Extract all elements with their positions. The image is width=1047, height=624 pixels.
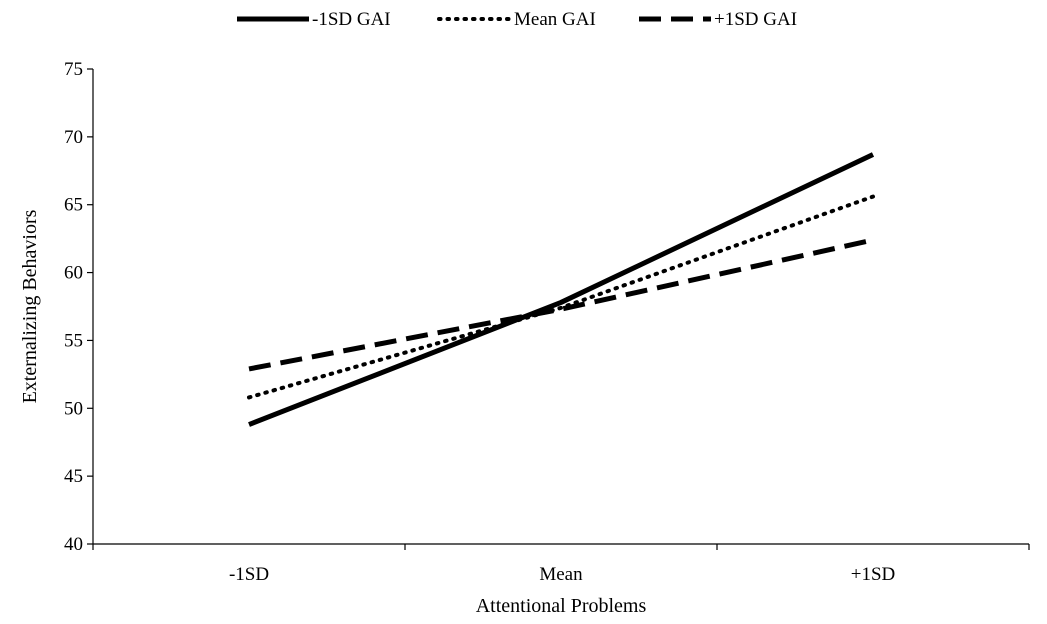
legend-label: -1SD GAI — [312, 9, 391, 30]
y-tick-label: 45 — [64, 466, 83, 487]
series-line — [248, 152, 875, 427]
y-tick-label: 70 — [64, 127, 83, 148]
y-tick-label: 65 — [64, 195, 83, 216]
y-tick-label: 55 — [64, 330, 83, 351]
series-line — [248, 237, 874, 372]
y-tick-label: 60 — [64, 263, 83, 284]
x-tick-label: Mean — [539, 564, 583, 585]
y-axis: 40 45 50 55 60 65 70 75 — [64, 59, 94, 555]
x-tick-label: -1SD — [229, 564, 269, 585]
y-axis-title: Externalizing Behaviors — [19, 209, 41, 403]
x-tick-label: +1SD — [851, 564, 896, 585]
series-layer — [247, 152, 875, 427]
legend: -1SD GAI Mean GAI +1SD GAI — [237, 9, 797, 30]
x-axis-title: Attentional Problems — [476, 595, 647, 617]
x-axis: -1SD Mean +1SD — [92, 543, 1030, 585]
y-tick-label: 40 — [64, 534, 83, 555]
y-tick-label: 75 — [64, 59, 83, 80]
legend-label: Mean GAI — [514, 9, 596, 30]
series-line — [247, 194, 875, 400]
y-tick-label: 50 — [64, 398, 83, 419]
legend-label: +1SD GAI — [714, 9, 797, 30]
